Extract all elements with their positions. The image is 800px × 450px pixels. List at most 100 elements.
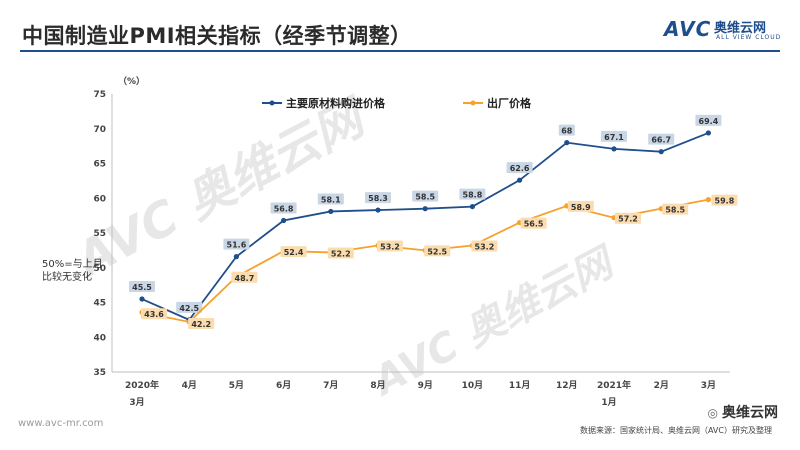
input-price-point [328, 208, 334, 215]
legend-swatch-marker [470, 100, 476, 106]
wechat-name: 奥维云网 [722, 405, 778, 421]
output-price-label-bg [424, 245, 451, 257]
logo-english-name: ALL VIEW CLOUD [716, 34, 782, 41]
input-price-data-label: 58.3 [368, 194, 388, 203]
input-price-point [564, 140, 570, 146]
output-price-data-label: 53.2 [380, 243, 400, 252]
input-price-data-label: 67.1 [604, 133, 624, 142]
legend-label: 出厂价格 [487, 96, 532, 110]
output-price-data-label: 42.2 [191, 320, 211, 329]
x-tick-label: 6月 [276, 380, 291, 391]
input-price-data-label: 66.7 [651, 136, 671, 145]
output-price-data-label: 43.6 [144, 310, 164, 319]
x-tick-label: 9月 [418, 380, 433, 391]
x-tick-label: 7月 [323, 380, 338, 391]
input-price-label-bg [558, 124, 575, 136]
input-price-point [233, 254, 239, 260]
title-divider [20, 50, 780, 52]
output-price-data-label: 52.5 [427, 247, 447, 256]
input-price-data-label: 45.5 [132, 283, 152, 292]
output-price-label-bg [141, 308, 167, 320]
input-price-line [141, 132, 709, 321]
input-price-label-bg [176, 301, 203, 313]
input-price-label-bg [223, 238, 250, 250]
output-price-label-bg [615, 212, 641, 224]
input-price-label-bg [270, 202, 297, 214]
output-price-label-bg [520, 217, 547, 229]
output-price-label-bg [377, 240, 403, 252]
input-price-point [705, 130, 712, 136]
x-tick-label: 1月 [601, 397, 616, 408]
page-title: 中国制造业PMI相关指标（经季节调整） [22, 24, 412, 48]
input-price-label-bg [601, 130, 627, 142]
logo-chinese-name: 奥维云网 [714, 21, 767, 36]
input-price-data-label: 42.5 [179, 304, 199, 313]
wechat-account: ◎ 奥维云网 [708, 402, 778, 422]
x-tick-label: 5月 [229, 380, 244, 391]
baseline-note-line: 比较无变化 [42, 272, 92, 283]
output-price-label-bg [471, 240, 498, 252]
input-price-point [281, 217, 287, 224]
baseline-note-line: 50%=与上月 [42, 259, 103, 270]
output-price-label-bg [567, 200, 594, 212]
input-price-point [469, 203, 475, 210]
y-tick-label: 45 [93, 299, 106, 309]
x-tick-label: 3月 [701, 380, 716, 391]
x-tick-label: 4月 [182, 380, 197, 391]
y-tick-label: 75 [93, 90, 106, 100]
legend-label: 主要原材料购进价格 [286, 96, 386, 110]
output-price-data-label: 58.5 [665, 206, 685, 215]
x-tick-label: 2020年 [125, 379, 159, 391]
x-tick-label: 12月 [556, 380, 578, 391]
input-price-point [139, 296, 145, 302]
output-price-data-label: 56.5 [524, 220, 544, 229]
y-tick-label: 35 [93, 368, 106, 378]
input-price-label-bg [506, 162, 533, 174]
output-price-point [705, 197, 712, 203]
input-price-point [422, 206, 428, 212]
baseline-note: 50%=与上月 比较无变化 [42, 258, 103, 284]
input-price-label-bg [459, 188, 486, 200]
input-price-data-label: 68 [561, 127, 573, 136]
input-price-label-bg [129, 281, 155, 293]
data-source: 数据来源：国家统计局、奥维云网（AVC）研究及整理 [579, 426, 772, 435]
x-tick-label: 11月 [509, 380, 531, 391]
input-price-data-label: 58.8 [463, 191, 483, 200]
y-tick-label: 60 [93, 194, 106, 204]
website-url[interactable]: www.avc-mr.com [18, 418, 104, 429]
input-price-data-label: 56.8 [274, 204, 294, 213]
x-tick-label: 2月 [654, 380, 669, 391]
y-axis-unit: （%） [118, 76, 145, 87]
input-price-data-label: 62.6 [510, 164, 530, 173]
input-price-point [658, 149, 664, 155]
y-tick-label: 55 [93, 229, 106, 239]
output-price-label-bg [327, 247, 354, 259]
legend-swatch-marker [269, 100, 275, 106]
input-price-data-label: 58.5 [415, 193, 435, 202]
output-price-label-bg [662, 203, 689, 215]
input-price-label-bg [412, 190, 439, 202]
input-price-point [375, 207, 381, 213]
output-price-data-label: 52.2 [331, 249, 351, 258]
output-price-label-bg [280, 246, 307, 258]
x-tick-label: 8月 [370, 380, 385, 391]
x-tick-label: 3月 [129, 397, 144, 408]
input-price-label-bg [365, 192, 391, 204]
logo-mark: AVC [664, 17, 712, 41]
avc-logo: AVC 奥维云网 ALL VIEW CLOUD [664, 17, 784, 45]
output-price-data-label: 48.7 [235, 274, 255, 283]
input-price-point [611, 146, 617, 152]
x-tick-label: 2021年 [597, 379, 631, 391]
input-price-data-label: 69.4 [699, 117, 719, 126]
output-price-data-label: 58.9 [571, 203, 591, 212]
output-price-data-label: 52.4 [284, 248, 304, 257]
y-tick-label: 40 [93, 333, 106, 343]
output-price-data-label: 59.8 [715, 197, 735, 206]
input-price-label-bg [317, 193, 344, 205]
y-tick-label: 70 [93, 125, 106, 135]
pmi-line-chart: （%） 35 40 45 50 55 60 65 70 75 2020年 3月 4月 5月 6月 7月 8月 9月… [93, 76, 738, 408]
output-price-data-label: 53.2 [475, 243, 495, 252]
input-price-label-bg [648, 133, 675, 145]
input-price-data-label: 58.1 [321, 195, 341, 204]
input-price-data-label: 51.6 [227, 241, 247, 250]
